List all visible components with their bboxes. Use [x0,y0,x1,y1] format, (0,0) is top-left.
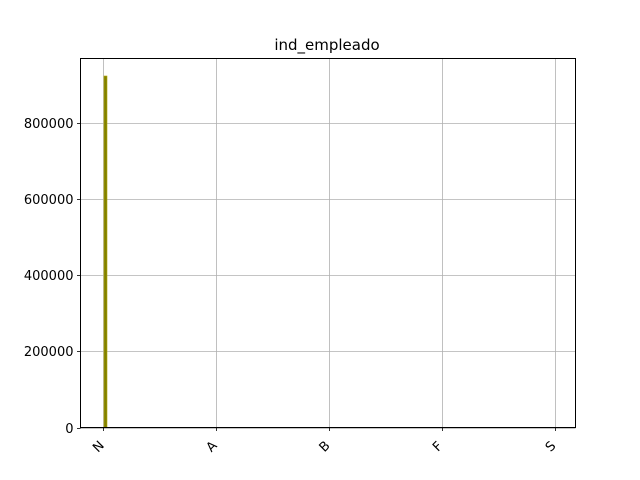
plot-frame [80,58,576,428]
chart-title: ind_empleado [274,36,379,55]
y-tick-label: 400000 [24,269,74,284]
y-tick-label: 200000 [24,345,74,360]
grid-lines [80,58,576,429]
bar [103,75,108,428]
y-tick-label: 800000 [24,117,74,132]
bars [103,75,108,428]
y-tick-label: 600000 [24,193,74,208]
y-axis-ticks: 0 200000 400000 600000 800000 [24,117,81,437]
y-tick-label: 0 [65,422,73,437]
